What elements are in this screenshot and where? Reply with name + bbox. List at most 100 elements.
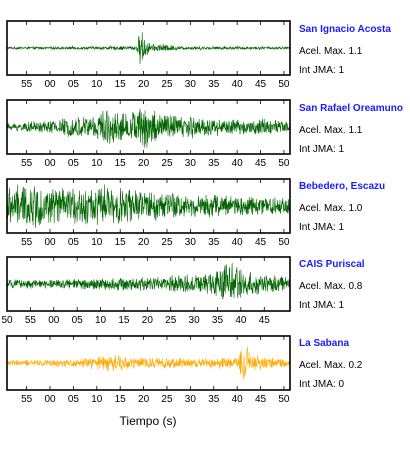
tick-label: 40: [235, 315, 247, 326]
jma-value-3: 1: [338, 222, 345, 233]
tick-label: 45: [255, 237, 267, 248]
acel-label-3: Acel. Max.: [299, 203, 346, 214]
station-name-4: CAIS Puriscal: [299, 259, 365, 270]
tick-label: 20: [138, 394, 150, 405]
acel-max-4: Acel. Max. 0.8: [299, 281, 362, 293]
tick-label: 45: [255, 158, 267, 169]
tick-label: 00: [44, 158, 56, 169]
waveform-trace-3: [6, 184, 291, 228]
tick-label: 15: [115, 79, 127, 90]
jma-label-1: Int JMA:: [299, 65, 336, 76]
tick-label: 55: [21, 79, 33, 90]
tick-label: 20: [138, 79, 150, 90]
waveform-trace-5: [6, 346, 291, 381]
tick-label: 40: [232, 394, 244, 405]
acel-max-3: Acel. Max. 1.0: [299, 203, 362, 215]
tick-label: 15: [115, 394, 127, 405]
tick-label: 45: [255, 79, 267, 90]
waveform-trace-4: [6, 262, 291, 300]
jma-value-5: 0: [338, 379, 345, 390]
tick-label: 05: [68, 158, 80, 169]
tick-label: 35: [208, 79, 220, 90]
station-name-3: Bebedero, Escazu: [299, 181, 386, 192]
acel-max-1: Acel. Max. 1.1: [299, 46, 362, 58]
tick-label: 00: [48, 315, 60, 326]
int-jma-3: Int JMA: 1: [299, 222, 344, 234]
panel-3: 55 00 05 10 15 20 25 30 35 40 45 50: [6, 178, 291, 248]
tick-label: 30: [185, 394, 197, 405]
plot-frame-3: [6, 178, 291, 234]
tick-label: 40: [232, 79, 244, 90]
acel-value-2: 1.1: [348, 125, 363, 136]
tick-label: 05: [72, 315, 84, 326]
tick-label: 15: [118, 315, 130, 326]
tick-label: 20: [138, 158, 150, 169]
tick-label: 40: [232, 237, 244, 248]
plot-frame-2: [6, 99, 291, 155]
acel-label-5: Acel. Max.: [299, 360, 346, 371]
int-jma-5: Int JMA: 0: [299, 379, 344, 391]
tick-label: 30: [185, 79, 197, 90]
tick-label: 35: [212, 315, 224, 326]
tick-label: 55: [21, 394, 33, 405]
tick-label: 25: [161, 394, 173, 405]
plot-frame-5: [6, 335, 291, 391]
jma-value-1: 1: [338, 65, 345, 76]
tick-label: 55: [21, 237, 33, 248]
tick-label: 30: [185, 158, 197, 169]
tick-label: 50: [278, 158, 290, 169]
jma-label-4: Int JMA:: [299, 300, 336, 311]
tick-label: 35: [208, 237, 220, 248]
station-name-5: La Sabana: [299, 338, 350, 349]
tick-label: 10: [91, 394, 103, 405]
jma-label-3: Int JMA:: [299, 222, 336, 233]
tick-label: 55: [25, 315, 37, 326]
acel-max-2: Acel. Max. 1.1: [299, 125, 362, 137]
tick-label: 05: [68, 394, 80, 405]
tick-label: 10: [91, 237, 103, 248]
tick-label: 25: [161, 237, 173, 248]
station-name-1: San Ignacio Acosta: [299, 24, 391, 35]
int-jma-2: Int JMA: 1: [299, 144, 344, 156]
panel-5: 55 00 05 10 15 20 25 30 35 40 45 50: [6, 335, 291, 405]
tick-label: 45: [259, 315, 271, 326]
tick-label: 05: [68, 79, 80, 90]
tick-label: 20: [138, 237, 150, 248]
tick-label: 00: [44, 79, 56, 90]
tick-label: 30: [185, 237, 197, 248]
x-axis-title: Tiempo (s): [119, 414, 177, 428]
tick-label: 50: [278, 394, 290, 405]
acel-label-4: Acel. Max.: [299, 281, 346, 292]
panel-1: 55 00 05 10 15 20 25 30 35 40 45 50: [6, 20, 291, 90]
tick-label: 30: [189, 315, 201, 326]
waveform-trace-2: [6, 108, 291, 148]
tick-label: 25: [161, 79, 173, 90]
tick-label: 55: [21, 158, 33, 169]
jma-label-5: Int JMA:: [299, 379, 336, 390]
acel-value-5: 0.2: [348, 360, 363, 371]
int-jma-4: Int JMA: 1: [299, 300, 344, 312]
station-name-2: San Rafael Oreamuno: [299, 103, 403, 114]
tick-label: 10: [91, 158, 103, 169]
jma-value-2: 1: [338, 144, 345, 155]
tick-label: 50: [278, 237, 290, 248]
tick-label: 10: [95, 315, 107, 326]
tick-label: 35: [208, 158, 220, 169]
tick-label: 35: [208, 394, 220, 405]
acel-value-1: 1.1: [348, 46, 363, 57]
tick-label: 45: [255, 394, 267, 405]
waveform-trace-1: [6, 32, 291, 64]
panel-2: 55 00 05 10 15 20 25 30 35 40 45 50: [6, 99, 291, 169]
jma-value-4: 1: [338, 300, 345, 311]
tick-label: 40: [232, 158, 244, 169]
tick-label: 05: [68, 237, 80, 248]
plot-frame-4: [6, 256, 291, 312]
plot-frame-1: [6, 20, 291, 76]
tick-label: 10: [91, 79, 103, 90]
tick-label: 50: [1, 315, 13, 326]
tick-label: 25: [165, 315, 177, 326]
tick-label: 15: [115, 237, 127, 248]
tick-label: 50: [278, 79, 290, 90]
